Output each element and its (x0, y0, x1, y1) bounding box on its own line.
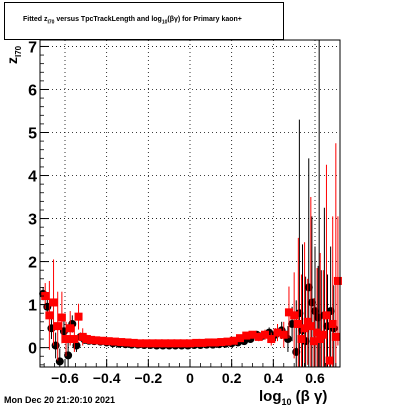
data-point-square (117, 338, 126, 347)
chart-title-part-a: Fitted z (23, 16, 48, 23)
y-tick-label: 1 (28, 298, 37, 315)
chart-title-box: Fitted zI70 versus TpcTrackLength and lo… (4, 2, 284, 40)
y-axis-label-sub: I70 (13, 45, 23, 57)
data-point-square (186, 339, 194, 348)
data-point-square (306, 322, 315, 331)
data-point-square (82, 335, 91, 344)
data-point-square (66, 324, 75, 333)
data-point-square (297, 335, 306, 344)
data-point-circle (51, 341, 60, 350)
axis-ticks: −0.6 −0.4 −0.2 0 0.2 0.4 0.6 0 1 2 3 4 5 6 7 (28, 39, 337, 386)
chart-title: Fitted zI70 versus TpcTrackLength and lo… (23, 16, 242, 25)
data-point-square (104, 337, 113, 346)
data-point-square (70, 335, 79, 344)
x-axis-label-main: log (259, 388, 282, 405)
data-point-square (328, 319, 337, 328)
y-tick-label: 4 (28, 169, 37, 186)
data-point-square (325, 356, 334, 365)
x-tick-label: −0.6 (51, 370, 79, 386)
data-point-square (229, 336, 238, 345)
data-point-square (331, 332, 340, 341)
y-axis-label: zI70 (4, 46, 23, 64)
data-point-square (319, 330, 328, 339)
data-point-square (290, 311, 299, 320)
date-stamp: Mon Dec 20 21:20:10 2021 (4, 395, 116, 405)
data-point-square (154, 339, 163, 348)
data-point-circle (55, 357, 64, 366)
data-point-square (217, 338, 226, 347)
y-tick-label: 5 (28, 126, 37, 143)
chart-title-sub-b: 10 (161, 19, 168, 26)
x-axis-label-sub: 10 (281, 397, 292, 407)
chart-title-sub-a: I70 (47, 19, 55, 26)
chart-title-part-b: versus TpcTrackLength and log (54, 16, 162, 23)
data-point-square (111, 337, 119, 346)
data-point-square (41, 292, 50, 301)
y-tick-label: 0 (28, 341, 37, 358)
data-point-square (300, 324, 309, 333)
data-point-square (45, 311, 54, 320)
data-point-square (236, 334, 244, 343)
data-point-square (248, 330, 257, 339)
data-point-square (123, 338, 132, 347)
data-point-square (148, 339, 157, 348)
data-point-circle (64, 351, 73, 360)
data-point-square (223, 337, 232, 346)
chart-title-part-c: (βγ) for Primary kaon+ (167, 16, 242, 23)
data-point-square (129, 338, 138, 347)
x-axis-label-rest: (β γ) (291, 388, 328, 405)
data-point-square (78, 332, 87, 341)
data-point-square (173, 339, 182, 348)
data-point-square (136, 339, 144, 348)
x-tick-label: 0.6 (305, 370, 325, 386)
data-point-square (279, 330, 288, 339)
data-point-square (179, 339, 188, 348)
data-point-square (74, 312, 83, 321)
x-tick-label: 0.4 (264, 370, 284, 386)
data-point-square (284, 308, 293, 317)
data-point-square (198, 338, 207, 347)
data-point-square (309, 337, 318, 346)
y-tick-label: 7 (28, 39, 37, 56)
y-tick-label: 3 (28, 212, 37, 229)
data-point-square (267, 335, 276, 344)
data-point-square (211, 338, 219, 347)
y-axis-label-main: z (4, 57, 20, 64)
data-point-square (49, 298, 58, 307)
data-point-square (322, 311, 331, 320)
data-point-square (313, 328, 322, 337)
data-point-square (192, 338, 201, 347)
x-tick-label: 0.2 (222, 370, 242, 386)
data-point-square (62, 335, 71, 344)
data-point-square (273, 328, 282, 337)
y-tick-label: 6 (28, 82, 37, 99)
data-point-square (303, 317, 312, 326)
data-point-square (261, 330, 269, 339)
data-points (39, 119, 342, 367)
data-point-square (142, 339, 151, 348)
data-point-square (53, 322, 62, 331)
data-point-square (294, 319, 303, 328)
data-point-square (87, 335, 96, 344)
x-axis-label: log10 (β γ) (259, 388, 327, 407)
x-tick-label: 0 (186, 370, 194, 386)
data-point-square (333, 276, 342, 285)
y-tick-label: 2 (28, 255, 37, 272)
data-point-square (98, 336, 107, 345)
data-point-square (316, 335, 325, 344)
data-point-square (167, 339, 176, 348)
data-point-square (254, 332, 263, 341)
x-tick-label: −0.4 (93, 370, 121, 386)
data-point-square (242, 331, 251, 340)
data-point-square (161, 339, 169, 348)
data-point-square (92, 336, 101, 345)
data-point-square (57, 313, 66, 322)
x-tick-label: −0.2 (135, 370, 163, 386)
data-point-square (204, 338, 213, 347)
